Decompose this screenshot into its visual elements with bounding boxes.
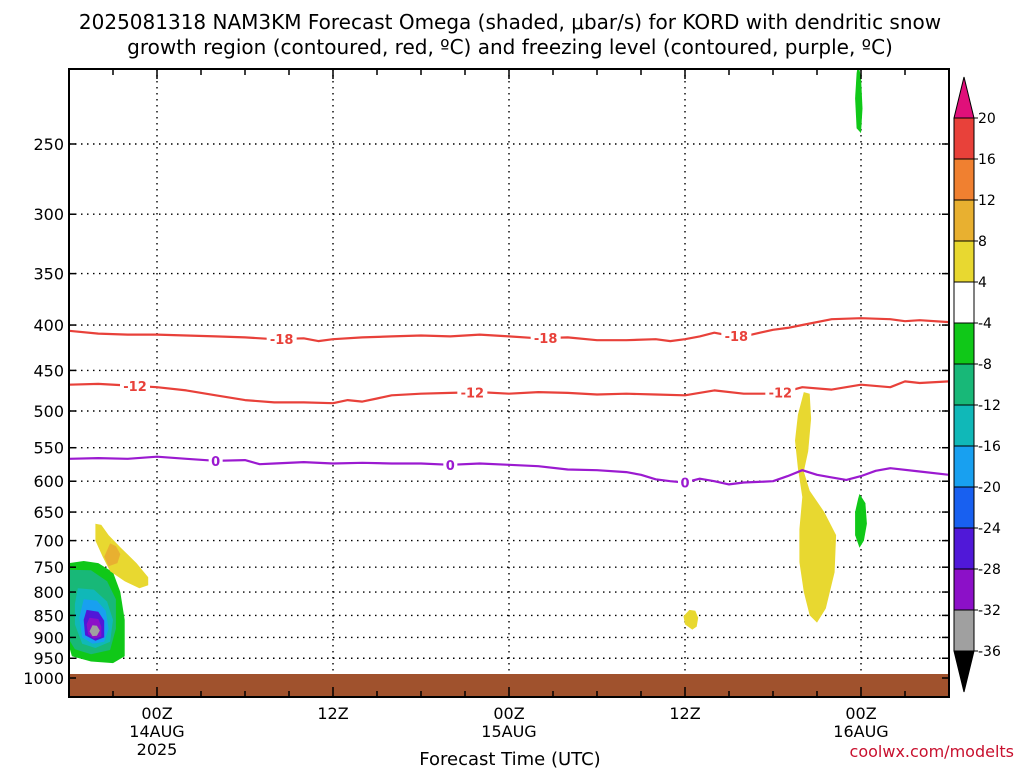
contour-label: -12 (769, 386, 793, 401)
contour-label: 0 (446, 459, 455, 474)
colorbar-band (953, 445, 975, 488)
omega-region (104, 543, 121, 567)
colorbar-band (953, 240, 975, 283)
chart-title-line2: growth region (contoured, red, ºC) and f… (127, 35, 893, 59)
contour-label: -18 (725, 330, 749, 345)
contour-line (69, 380, 949, 405)
colorbar-band (953, 568, 975, 611)
x-tick-year: 2025 (137, 740, 178, 759)
omega-region (855, 69, 863, 134)
colorbar-band (953, 199, 975, 242)
contour-labels: -18 -18 -18 -12 -12 -12 0 0 0 (120, 327, 796, 492)
x-tick-date: 15AUG (481, 722, 536, 741)
colorbar-label: -16 (978, 439, 1001, 455)
colorbar-top-arrow (953, 76, 975, 119)
colorbar-label: 20 (978, 111, 996, 127)
x-tick-date: 16AUG (833, 722, 888, 741)
colorbar-band (953, 158, 975, 201)
contour-label: 0 (680, 477, 689, 492)
y-tick-label: 650 (33, 503, 64, 522)
x-tick-label: 00Z (141, 704, 172, 723)
contour-label: -12 (123, 380, 147, 395)
colorbar-label: -4 (978, 316, 992, 332)
y-tick-label: 500 (33, 402, 64, 421)
colorbar-band (953, 363, 975, 406)
contour-label: -18 (534, 332, 558, 347)
colorbar-band (953, 404, 975, 447)
colorbar: 20 16 12 8 4 -4 -8 -12 -16 -20 -24 -28 -32 -36 (953, 76, 1001, 693)
y-tick-label: 550 (33, 439, 64, 458)
chart-title-line1: 2025081318 NAM3KM Forecast Omega (shaded… (79, 10, 941, 34)
x-tick-label: 00Z (493, 704, 524, 723)
contour-label-bg (530, 330, 561, 347)
y-axis: 250 300 350 400 450 500 550 600 650 700 750 800 850 9… (23, 135, 949, 688)
colorbar-label: -32 (978, 603, 1001, 619)
y-tick-label: 250 (33, 135, 64, 154)
x-tick-label: 12Z (317, 704, 348, 723)
y-tick-label: 450 (33, 361, 64, 380)
omega-region (855, 493, 867, 548)
colorbar-band (953, 281, 975, 324)
y-tick-label: 850 (33, 606, 64, 625)
credit-text: coolwx.com/modelts (850, 742, 1014, 761)
colorbar-label: 16 (978, 152, 996, 168)
contour-label: -18 (270, 333, 294, 348)
colorbar-label: 4 (978, 275, 987, 291)
colorbar-band (953, 527, 975, 570)
colorbar-label: 12 (978, 193, 996, 209)
contour-line (69, 455, 949, 486)
colorbar-label: -24 (978, 521, 1001, 537)
colorbar-label: -20 (978, 480, 1001, 496)
y-tick-label: 600 (33, 472, 64, 491)
contour-label-bg (721, 327, 752, 344)
y-tick-label: 400 (33, 316, 64, 335)
colorbar-label: -36 (978, 644, 1001, 660)
colorbar-band (953, 322, 975, 365)
contour-line (69, 317, 949, 343)
y-tick-label: 350 (33, 265, 64, 284)
x-tick-label: 00Z (845, 704, 876, 723)
x-axis-label: Forecast Time (UTC) (419, 749, 600, 768)
contour-label-bg (208, 452, 223, 469)
colorbar-band (953, 117, 975, 160)
omega-region (89, 625, 100, 637)
y-tick-label: 700 (33, 532, 64, 551)
omega-shaded-regions (69, 69, 867, 664)
colorbar-band (953, 486, 975, 529)
colorbar-bottom-arrow (953, 650, 975, 693)
contour-label-bg (120, 377, 150, 394)
y-tick-label: 800 (33, 583, 64, 602)
colorbar-label: 8 (978, 234, 987, 250)
contour-label-bg (765, 384, 796, 401)
contour-label: -12 (461, 386, 485, 401)
y-tick-label: 950 (33, 649, 64, 668)
contour-label-bg (443, 456, 458, 473)
y-tick-label: 1000 (23, 669, 64, 688)
contour-lines (69, 317, 949, 486)
x-tick-label: 12Z (669, 704, 700, 723)
omega-region (683, 609, 699, 630)
y-tick-label: 900 (33, 628, 64, 647)
omega-region (795, 392, 837, 623)
contour-label-bg (678, 474, 692, 491)
colorbar-label: -8 (978, 357, 992, 373)
omega-region (95, 523, 149, 589)
y-tick-label: 300 (33, 205, 64, 224)
contour-label: 0 (211, 455, 220, 470)
contour-label-bg (457, 384, 488, 401)
colorbar-label: -28 (978, 562, 1001, 578)
x-tick-date: 14AUG (129, 722, 184, 741)
colorbar-label: -12 (978, 398, 1001, 414)
contour-label-bg (266, 330, 297, 347)
colorbar-band (953, 609, 975, 652)
y-tick-label: 750 (33, 558, 64, 577)
